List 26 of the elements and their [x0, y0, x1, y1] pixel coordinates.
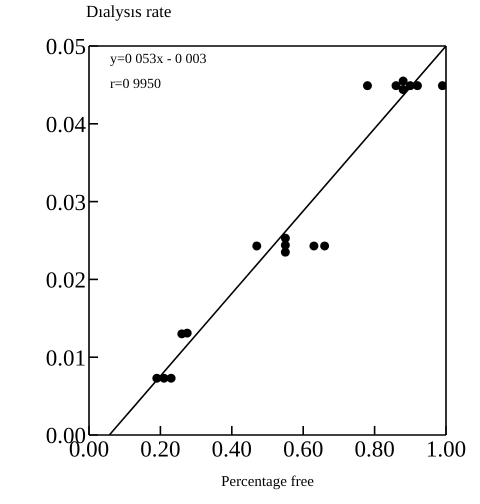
point [252, 241, 262, 250]
point [412, 81, 422, 90]
x-tick-label: 0.20 [140, 436, 181, 462]
point [398, 85, 408, 94]
y-tick-label: 0.03 [46, 190, 86, 215]
annotation: r=0 9950 [110, 77, 162, 93]
annotation: y=0 053x - 0 003 [110, 52, 207, 68]
point [182, 328, 192, 338]
x-tick-label: 0.60 [283, 436, 324, 462]
point [438, 81, 446, 90]
y-tick-label: 0.01 [46, 345, 86, 370]
point [320, 241, 330, 250]
point [309, 241, 318, 250]
x-axis-title: Percentage free [220, 474, 315, 491]
point [166, 374, 176, 383]
y-tick-label: 0.04 [46, 112, 86, 137]
y-axis-title: Dıalysıs rate [86, 2, 172, 22]
y-tick-label: 0.02 [46, 268, 86, 293]
y-tick-label: 0.05 [46, 34, 86, 60]
x-tick-label: 0.40 [212, 436, 252, 462]
x-tick-label: 0.80 [354, 436, 395, 462]
point [392, 81, 401, 90]
point [280, 248, 290, 257]
x-tick-label: 1.00 [426, 436, 466, 462]
point [398, 76, 408, 86]
point [362, 81, 372, 90]
